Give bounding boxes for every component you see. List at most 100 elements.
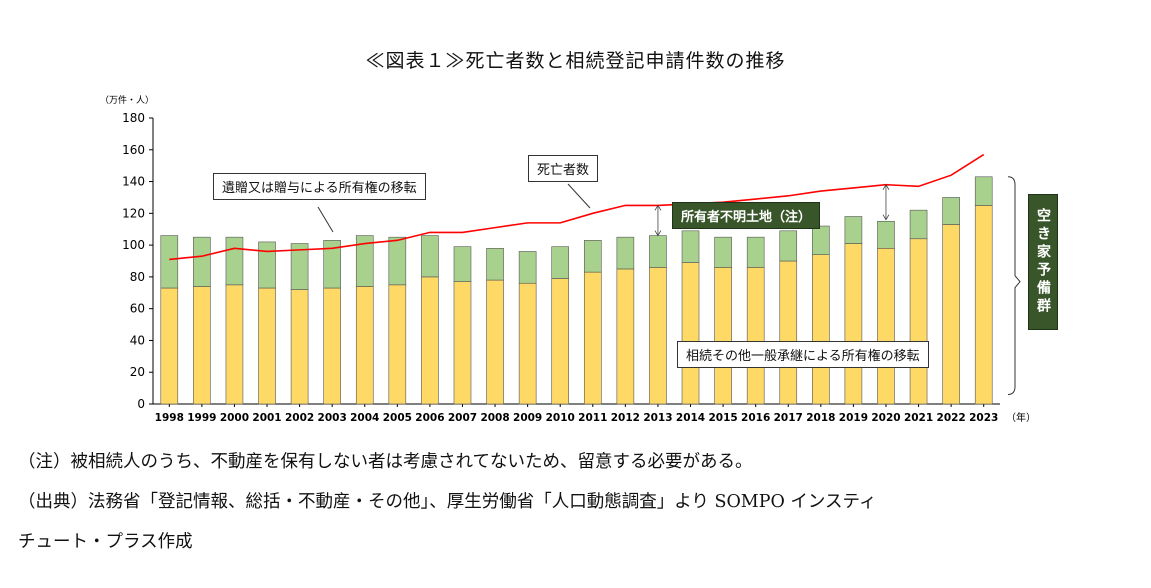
bar-gift [225, 236, 244, 286]
leader-gift [317, 206, 334, 233]
annotation-inheritance: 相続その他一般承継による所有権の移転 [677, 341, 929, 368]
x-tick-label: 2010 [546, 412, 575, 424]
bar-gift [486, 247, 504, 281]
bar-inheritance [388, 284, 407, 405]
x-tick-label: 2008 [480, 412, 509, 424]
bar-inheritance [812, 254, 830, 405]
source-note: （出典）法務省「登記情報、総括・不動産・その他」、厚生労働省「人口動態調査」より… [18, 492, 877, 512]
bar-inheritance [909, 238, 928, 405]
bar-inheritance [355, 286, 374, 405]
bar-gift [388, 236, 407, 286]
x-tick-label: 2001 [252, 412, 281, 424]
bar-inheritance [681, 262, 700, 405]
bar-inheritance [974, 205, 993, 405]
y-tick-label: 80 [130, 270, 145, 284]
x-tick-label: 2019 [839, 412, 868, 424]
y-tick-label: 40 [130, 333, 145, 347]
bar-gift [421, 235, 439, 278]
x-tick-label: 2011 [578, 412, 607, 424]
bar-series [160, 176, 993, 405]
bar-inheritance [323, 287, 341, 405]
y-tick-label: 140 [122, 175, 145, 189]
bar-gift [160, 235, 179, 289]
x-tick-label: 2009 [513, 412, 542, 424]
bar-gift [616, 236, 635, 270]
y-tick-label: 60 [130, 302, 145, 316]
bar-inheritance [421, 276, 439, 405]
bar-inheritance [225, 284, 244, 405]
x-tick-label: 2003 [318, 412, 347, 424]
bar-inheritance [616, 268, 635, 405]
y-tick-label: 160 [122, 143, 145, 157]
gap-arrowhead [882, 214, 890, 221]
x-tick-label: 1998 [155, 412, 184, 424]
annotation-brackets [317, 176, 1021, 395]
bar-gift [974, 176, 993, 206]
bar-inheritance [746, 267, 765, 405]
footnote: （注）被相続人のうち、不動産を保有しない者は考慮されてないため、留意する必要があ… [18, 452, 753, 472]
bar-inheritance [160, 287, 179, 405]
x-tick-label: 2014 [676, 412, 705, 424]
bar-gift [193, 236, 211, 287]
bar-gift [844, 216, 863, 244]
bar-inheritance [714, 267, 732, 405]
bar-inheritance [583, 271, 602, 405]
bar-inheritance [844, 243, 863, 405]
y-tick-label: 20 [130, 365, 145, 379]
bar-gift [518, 251, 537, 284]
brace-vacant-house [1007, 176, 1021, 395]
line-series [169, 153, 985, 261]
bar-inheritance [486, 279, 504, 405]
y-tick-label: 0 [137, 397, 145, 411]
x-unit-label: （年） [1006, 411, 1036, 424]
y-tick-label: 100 [122, 238, 145, 252]
x-tick-label: 2020 [871, 412, 900, 424]
bar-gift [909, 209, 928, 240]
gap-arrowhead [882, 183, 890, 190]
annotation-vacant-house-reserve: 空き家予備群 [1028, 194, 1058, 330]
y-tick-label: 120 [122, 206, 145, 220]
x-tick-label: 2007 [448, 412, 477, 424]
bar-inheritance [290, 289, 309, 405]
y-tick-label: 180 [122, 111, 145, 125]
x-tick-label: 2023 [969, 412, 998, 424]
chart-title: ≪図表１≫死亡者数と相続登記申請件数の推移 [365, 50, 786, 72]
gap-arrowhead [654, 230, 662, 237]
annotation-gift: 遺贈又は贈与による所有権の移転 [213, 173, 426, 200]
bar-gift [290, 243, 309, 290]
x-tick-label: 2004 [350, 412, 379, 424]
bar-gift [258, 241, 276, 289]
x-tick-label: 2012 [611, 412, 640, 424]
x-tick-label: 2021 [904, 412, 933, 424]
x-tick-label: 1999 [187, 412, 216, 424]
gap-arrowhead [654, 204, 662, 211]
bar-gift [355, 235, 374, 287]
annotation-deaths: 死亡者数 [528, 155, 599, 182]
leader-deaths [567, 183, 591, 209]
x-tick-label: 2006 [415, 412, 444, 424]
bar-gift [746, 236, 765, 268]
x-tick-label: 2000 [220, 412, 249, 424]
bar-inheritance [877, 247, 895, 405]
x-tick-label: 2013 [643, 412, 672, 424]
x-tick-label: 2018 [806, 412, 835, 424]
bar-inheritance [779, 260, 798, 405]
x-tick-label: 2017 [774, 412, 803, 424]
x-axis: 1998 1999 2000 2001 2002 2003 2004 2005 2006 2007… [153, 403, 1036, 424]
x-tick-label: 2002 [285, 412, 314, 424]
y-axis: 0 20 40 60 80 100 120 140 160 180 （万件・人） [100, 94, 154, 411]
y-unit-label: （万件・人） [100, 94, 154, 106]
bar-inheritance [942, 224, 960, 405]
bar-gift [583, 240, 602, 273]
annotation-vacant-house-label: 空き家予備群 [1035, 208, 1051, 316]
bar-inheritance [518, 282, 537, 405]
x-tick-label: 2005 [383, 412, 412, 424]
bar-gift [779, 230, 798, 262]
bar-gift [812, 225, 830, 255]
bar-inheritance [551, 278, 570, 405]
bar-gift [877, 220, 895, 249]
x-tick-label: 2022 [937, 412, 966, 424]
x-tick-label: 2015 [708, 412, 737, 424]
bar-inheritance [193, 286, 211, 405]
bar-gift [942, 197, 960, 225]
